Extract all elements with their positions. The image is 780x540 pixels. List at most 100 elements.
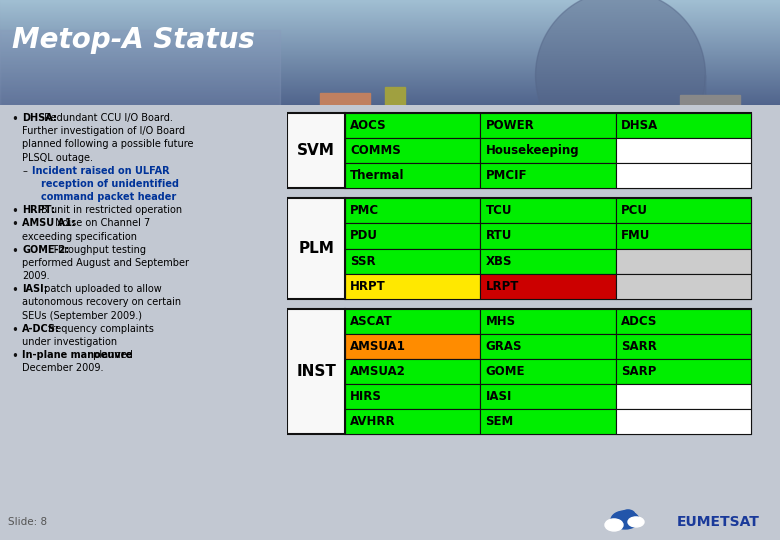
Bar	[287, 309, 751, 434]
Text: SEM: SEM	[485, 415, 514, 428]
Bar	[0, 36, 780, 37]
Bar	[0, 15, 780, 16]
Text: SARP: SARP	[621, 365, 656, 378]
Text: LRPT: LRPT	[485, 280, 519, 293]
Bar	[0, 33, 780, 34]
Bar	[615, 409, 751, 434]
Text: ASCAT: ASCAT	[350, 315, 393, 328]
Text: Redundant CCU I/O Board.: Redundant CCU I/O Board.	[41, 113, 173, 123]
Bar	[0, 52, 780, 53]
Bar	[0, 94, 780, 95]
Text: PMC: PMC	[350, 204, 379, 218]
Bar	[480, 224, 615, 248]
Bar	[0, 31, 780, 32]
Bar	[346, 138, 480, 163]
Bar	[385, 87, 405, 105]
Bar	[0, 29, 780, 30]
Bar	[0, 61, 780, 62]
Text: Metop-A Status: Metop-A Status	[12, 26, 255, 54]
Bar	[0, 23, 780, 24]
Text: GOME-2:: GOME-2:	[23, 245, 69, 255]
Bar	[0, 4, 780, 5]
Text: PMCIF: PMCIF	[485, 169, 527, 183]
Bar	[0, 63, 780, 64]
Text: COMMS: COMMS	[350, 144, 401, 157]
Bar	[346, 198, 480, 224]
Bar	[0, 71, 780, 72]
Bar	[615, 334, 751, 359]
Bar	[346, 334, 480, 359]
Bar	[346, 359, 480, 384]
Text: Thermal: Thermal	[350, 169, 405, 183]
Bar	[0, 103, 780, 104]
Text: SARR: SARR	[621, 340, 657, 353]
Text: Incident raised on ULFAR: Incident raised on ULFAR	[31, 166, 169, 176]
Bar	[0, 49, 780, 50]
Text: SSR: SSR	[350, 254, 376, 267]
Bar	[0, 74, 780, 75]
Bar	[615, 163, 751, 188]
Text: •: •	[12, 113, 18, 126]
Bar	[0, 9, 780, 10]
Text: Housekeeping: Housekeeping	[485, 144, 579, 157]
Text: ADCS: ADCS	[621, 315, 657, 328]
Text: MHS: MHS	[485, 315, 516, 328]
Text: –: –	[23, 166, 27, 176]
Text: 2009.: 2009.	[23, 271, 50, 281]
Text: SVM: SVM	[297, 143, 335, 158]
Bar	[0, 78, 780, 79]
Bar	[0, 55, 780, 56]
Bar	[0, 57, 780, 58]
Text: In-plane manoeuvre: In-plane manoeuvre	[23, 350, 133, 360]
Text: DHSA: DHSA	[621, 119, 658, 132]
Bar	[0, 28, 780, 29]
Bar	[0, 7, 780, 8]
Text: •: •	[12, 205, 18, 218]
Bar	[0, 48, 780, 49]
Bar	[0, 11, 780, 12]
Bar	[0, 96, 780, 97]
Ellipse shape	[611, 511, 639, 529]
Bar	[0, 46, 780, 47]
Bar	[0, 62, 780, 63]
Text: reception of unidentified: reception of unidentified	[41, 179, 179, 189]
Text: •: •	[12, 284, 18, 297]
Text: AVHRR: AVHRR	[350, 415, 395, 428]
Text: DHSA:: DHSA:	[23, 113, 57, 123]
Bar	[346, 113, 480, 138]
Bar	[480, 113, 615, 138]
Bar	[615, 309, 751, 334]
Ellipse shape	[628, 517, 644, 527]
Bar	[0, 51, 780, 52]
Bar	[680, 95, 740, 105]
Text: PLM: PLM	[298, 241, 334, 256]
Bar	[0, 43, 780, 44]
Bar	[0, 90, 780, 91]
Bar	[615, 138, 751, 163]
Bar	[0, 99, 780, 100]
Bar	[0, 89, 780, 90]
Bar	[0, 32, 780, 33]
Bar	[0, 16, 780, 17]
Bar	[0, 75, 780, 76]
Bar	[0, 30, 280, 105]
Bar	[0, 79, 780, 80]
Bar	[480, 274, 615, 299]
Text: command packet header: command packet header	[41, 192, 176, 202]
Bar	[0, 97, 780, 98]
Text: frequency complaints: frequency complaints	[45, 324, 154, 334]
Bar	[0, 30, 780, 31]
Text: AMSUA2: AMSUA2	[350, 365, 406, 378]
Bar	[0, 53, 780, 54]
Text: PDU: PDU	[350, 230, 378, 242]
Bar	[0, 66, 780, 67]
Bar	[0, 44, 780, 45]
Bar	[0, 64, 780, 65]
Bar	[480, 198, 615, 224]
Bar	[615, 248, 751, 274]
Bar	[0, 91, 780, 92]
Bar	[0, 0, 780, 1]
Text: PLSQL outage.: PLSQL outage.	[23, 152, 94, 163]
Bar	[0, 81, 780, 82]
Text: •: •	[12, 324, 18, 337]
